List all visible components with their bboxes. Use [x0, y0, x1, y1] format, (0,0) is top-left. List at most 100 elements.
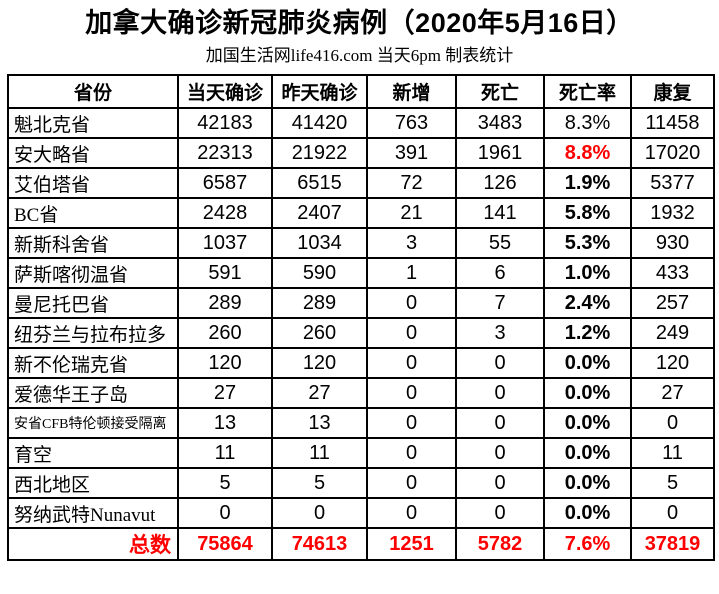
col-header-deaths: 死亡	[455, 74, 545, 109]
table-row: 纽芬兰与拉布拉多 260 260 0 3 1.2% 249	[7, 317, 715, 349]
cell-province: 艾伯塔省	[7, 167, 179, 199]
cell-deaths: 0	[455, 437, 545, 469]
col-header-yesterday-confirmed: 昨天确诊	[271, 74, 368, 109]
cell-yesterday-confirmed: 6515	[271, 167, 368, 199]
col-header-recovered: 康复	[630, 74, 715, 109]
covid-stats-table: 省份 当天确诊 昨天确诊 新增 死亡 死亡率 康复 魁北克省 42183 414…	[7, 74, 715, 561]
table-row: 爱德华王子岛 27 27 0 0 0.0% 27	[7, 377, 715, 409]
cell-deaths: 0	[455, 377, 545, 409]
cell-new-cases: 763	[366, 107, 457, 139]
cell-death-rate: 0.0%	[543, 497, 632, 529]
cell-recovered: 120	[630, 347, 715, 379]
page-subtitle: 加国生活网life416.com 当天6pm 制表统计	[205, 46, 514, 65]
cell-deaths: 126	[455, 167, 545, 199]
cell-death-rate: 0.0%	[543, 377, 632, 409]
totals-label: 总数	[7, 527, 179, 561]
cell-province: 新斯科舍省	[7, 227, 179, 259]
cell-today-confirmed: 6587	[177, 167, 273, 199]
cell-province: 魁北克省	[7, 107, 179, 139]
cell-today-confirmed: 2428	[177, 197, 273, 229]
cell-province: 新不伦瑞克省	[7, 347, 179, 379]
cell-province: BC省	[7, 197, 179, 229]
cell-today-confirmed: 289	[177, 287, 273, 319]
cell-recovered: 11458	[630, 107, 715, 139]
table-row: 安大略省 22313 21922 391 1961 8.8% 17020	[7, 137, 715, 169]
cell-recovered: 27	[630, 377, 715, 409]
cell-yesterday-confirmed: 289	[271, 287, 368, 319]
table-row: 努纳武特Nunavut 0 0 0 0 0.0% 0	[7, 497, 715, 529]
cell-recovered: 433	[630, 257, 715, 289]
cell-yesterday-confirmed: 590	[271, 257, 368, 289]
cell-today-confirmed: 11	[177, 437, 273, 469]
cell-province: 安省CFB特伦顿接受隔离	[7, 407, 179, 439]
cell-new-cases: 391	[366, 137, 457, 169]
cell-province: 纽芬兰与拉布拉多	[7, 317, 179, 349]
cell-total-new-cases: 1251	[366, 527, 457, 561]
cell-today-confirmed: 22313	[177, 137, 273, 169]
cell-today-confirmed: 1037	[177, 227, 273, 259]
cell-new-cases: 3	[366, 227, 457, 259]
cell-recovered: 17020	[630, 137, 715, 169]
cell-total-deaths: 5782	[455, 527, 545, 561]
cell-yesterday-confirmed: 21922	[271, 137, 368, 169]
cell-new-cases: 1	[366, 257, 457, 289]
cell-today-confirmed: 0	[177, 497, 273, 529]
cell-deaths: 0	[455, 347, 545, 379]
cell-new-cases: 0	[366, 467, 457, 499]
cell-death-rate: 0.0%	[543, 407, 632, 439]
cell-new-cases: 21	[366, 197, 457, 229]
cell-deaths: 0	[455, 467, 545, 499]
col-header-death-rate: 死亡率	[543, 74, 632, 109]
cell-deaths: 1961	[455, 137, 545, 169]
cell-province: 爱德华王子岛	[7, 377, 179, 409]
cell-death-rate: 1.2%	[543, 317, 632, 349]
cell-new-cases: 0	[366, 497, 457, 529]
cell-yesterday-confirmed: 120	[271, 347, 368, 379]
cell-province: 西北地区	[7, 467, 179, 499]
cell-new-cases: 0	[366, 287, 457, 319]
cell-deaths: 0	[455, 407, 545, 439]
cell-recovered: 1932	[630, 197, 715, 229]
cell-recovered: 0	[630, 407, 715, 439]
cell-death-rate: 5.3%	[543, 227, 632, 259]
cell-new-cases: 0	[366, 377, 457, 409]
cell-province: 曼尼托巴省	[7, 287, 179, 319]
cell-recovered: 930	[630, 227, 715, 259]
cell-recovered: 5	[630, 467, 715, 499]
table-row: BC省 2428 2407 21 141 5.8% 1932	[7, 197, 715, 229]
cell-deaths: 3	[455, 317, 545, 349]
table-row: 萨斯喀彻温省 591 590 1 6 1.0% 433	[7, 257, 715, 289]
cell-yesterday-confirmed: 260	[271, 317, 368, 349]
cell-total-today-confirmed: 75864	[177, 527, 273, 561]
table-row: 安省CFB特伦顿接受隔离 13 13 0 0 0.0% 0	[7, 407, 715, 439]
cell-today-confirmed: 120	[177, 347, 273, 379]
col-header-today-confirmed: 当天确诊	[177, 74, 273, 109]
cell-death-rate: 0.0%	[543, 347, 632, 379]
cell-today-confirmed: 260	[177, 317, 273, 349]
cell-recovered: 11	[630, 437, 715, 469]
cell-today-confirmed: 27	[177, 377, 273, 409]
cell-death-rate: 8.8%	[543, 137, 632, 169]
cell-total-recovered: 37819	[630, 527, 715, 561]
table-row: 魁北克省 42183 41420 763 3483 8.3% 11458	[7, 107, 715, 139]
cell-yesterday-confirmed: 13	[271, 407, 368, 439]
table-row: 新斯科舍省 1037 1034 3 55 5.3% 930	[7, 227, 715, 259]
col-header-province: 省份	[7, 74, 179, 109]
cell-death-rate: 0.0%	[543, 467, 632, 499]
cell-yesterday-confirmed: 2407	[271, 197, 368, 229]
cell-deaths: 3483	[455, 107, 545, 139]
cell-deaths: 0	[455, 497, 545, 529]
cell-deaths: 6	[455, 257, 545, 289]
cell-death-rate: 8.3%	[543, 107, 632, 139]
cell-province: 育空	[7, 437, 179, 469]
cell-today-confirmed: 5	[177, 467, 273, 499]
cell-today-confirmed: 42183	[177, 107, 273, 139]
cell-recovered: 249	[630, 317, 715, 349]
table-row: 育空 11 11 0 0 0.0% 11	[7, 437, 715, 469]
cell-death-rate: 1.0%	[543, 257, 632, 289]
cell-yesterday-confirmed: 27	[271, 377, 368, 409]
cell-new-cases: 0	[366, 437, 457, 469]
cell-deaths: 7	[455, 287, 545, 319]
cell-new-cases: 0	[366, 317, 457, 349]
cell-province: 安大略省	[7, 137, 179, 169]
